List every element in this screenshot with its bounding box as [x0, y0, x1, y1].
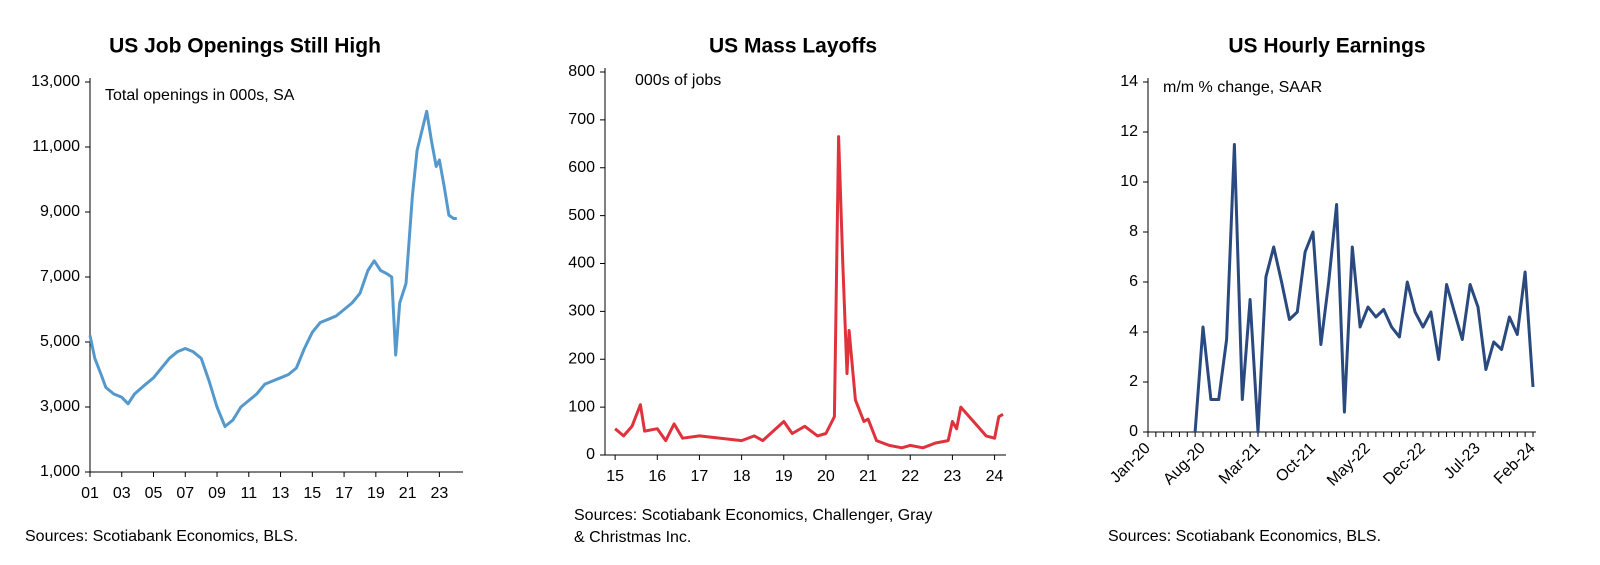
x-tick-label: Feb-24	[1491, 440, 1539, 488]
x-tick-label: 01	[81, 485, 99, 502]
x-tick-label: 15	[606, 468, 624, 485]
y-tick-label: 500	[568, 207, 595, 224]
x-tick-label: 18	[733, 468, 751, 485]
y-tick-label: 600	[568, 159, 595, 176]
y-tick-label: 700	[568, 111, 595, 128]
y-tick-label: 8	[1129, 223, 1138, 240]
x-tick-label: 15	[303, 485, 321, 502]
source: & Christmas Inc.	[574, 529, 691, 546]
x-tick-label: 16	[648, 468, 666, 485]
x-tick-label: 09	[208, 485, 226, 502]
y-tick-label: 7,000	[40, 268, 80, 285]
y-tick-label: 300	[568, 303, 595, 320]
x-tick-label: 21	[399, 485, 417, 502]
y-tick-label: 9,000	[40, 203, 80, 220]
y-tick-label: 0	[586, 446, 595, 463]
y-tick-label: 5,000	[40, 333, 80, 350]
source: Sources: Scotiabank Economics, BLS.	[25, 528, 298, 545]
x-tick-label: 19	[367, 485, 385, 502]
y-tick-label: 11,000	[32, 138, 80, 155]
y-tick-label: 2	[1129, 373, 1138, 390]
y-tick-label: 0	[1129, 423, 1138, 440]
y-tick-label: 4	[1129, 323, 1138, 340]
x-tick-label: 17	[691, 468, 709, 485]
x-tick-label: 11	[240, 485, 257, 502]
chart-note: m/m % change, SAAR	[1163, 79, 1322, 96]
x-tick-label: 23	[430, 485, 448, 502]
data-line	[88, 109, 457, 428]
x-tick-label: 05	[145, 485, 163, 502]
data-line	[614, 135, 1004, 450]
x-tick-label: Jul-23	[1441, 440, 1484, 483]
x-tick-label: 21	[859, 468, 877, 485]
source: Sources: Scotiabank Economics, BLS.	[1108, 528, 1381, 545]
source: Sources: Scotiabank Economics, Challenge…	[574, 507, 932, 524]
y-tick-label: 3,000	[40, 398, 80, 415]
x-tick-label: Dec-22	[1380, 440, 1429, 489]
chart-title: US Job Openings Still High	[109, 35, 381, 58]
y-tick-label: 400	[568, 255, 595, 272]
y-tick-label: 13,000	[31, 73, 80, 90]
chart-title: US Hourly Earnings	[1228, 35, 1425, 58]
x-tick-label: 20	[817, 468, 835, 485]
data-line	[1193, 143, 1535, 434]
chart-title: US Mass Layoffs	[709, 35, 877, 58]
x-tick-label: 23	[944, 468, 962, 485]
y-tick-label: 12	[1120, 123, 1138, 140]
y-tick-label: 200	[568, 350, 595, 367]
x-tick-label: 07	[176, 485, 194, 502]
y-tick-label: 10	[1120, 173, 1138, 190]
x-tick-label: 19	[775, 468, 793, 485]
x-tick-label: 17	[335, 485, 353, 502]
chart-note: Total openings in 000s, SA	[105, 87, 295, 104]
chart-note: 000s of jobs	[635, 72, 721, 89]
y-tick-label: 1,000	[40, 463, 80, 480]
x-tick-label: 24	[986, 468, 1004, 485]
x-tick-label: Aug-20	[1160, 440, 1209, 489]
x-tick-label: May-22	[1324, 440, 1374, 490]
x-tick-label: Jan-20	[1107, 440, 1154, 487]
y-tick-label: 800	[568, 63, 595, 80]
y-tick-label: 6	[1129, 273, 1138, 290]
x-tick-label: 22	[901, 468, 919, 485]
x-tick-label: Oct-21	[1273, 440, 1319, 486]
x-tick-label: 03	[113, 485, 131, 502]
y-tick-label: 14	[1120, 73, 1138, 90]
x-tick-label: Mar-21	[1216, 440, 1264, 488]
y-tick-label: 100	[568, 398, 595, 415]
x-tick-label: 13	[272, 485, 290, 502]
